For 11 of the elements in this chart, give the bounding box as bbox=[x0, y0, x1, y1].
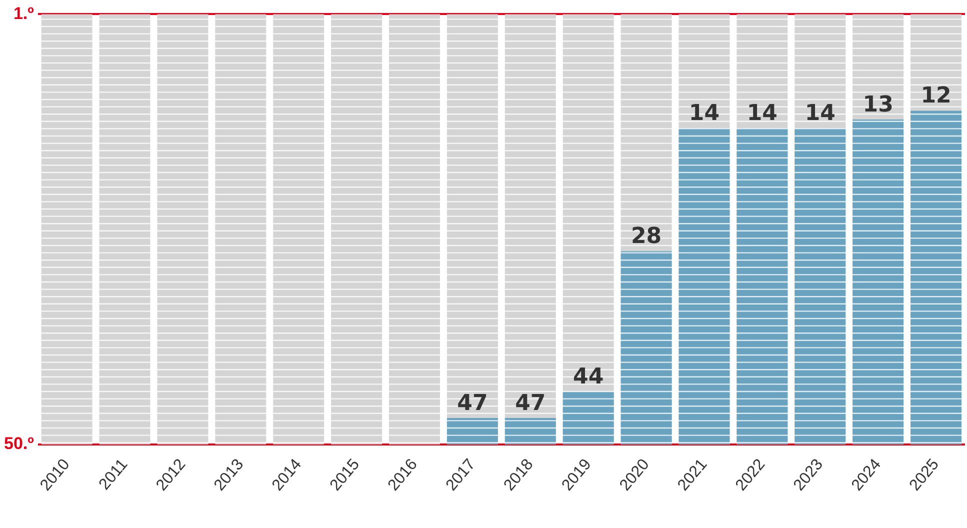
data-label: 47 bbox=[515, 390, 546, 416]
data-label: 44 bbox=[573, 364, 604, 390]
y-tick-label: 50.º bbox=[4, 434, 34, 454]
data-label: 14 bbox=[746, 101, 778, 126]
data-label: 13 bbox=[862, 92, 894, 118]
data-label: 12 bbox=[920, 83, 952, 108]
data-label: 47 bbox=[457, 390, 488, 416]
data-label: 14 bbox=[804, 101, 836, 126]
y-tick-label: 1.º bbox=[13, 4, 34, 23]
data-label: 28 bbox=[630, 224, 662, 249]
data-label: 14 bbox=[688, 101, 720, 126]
